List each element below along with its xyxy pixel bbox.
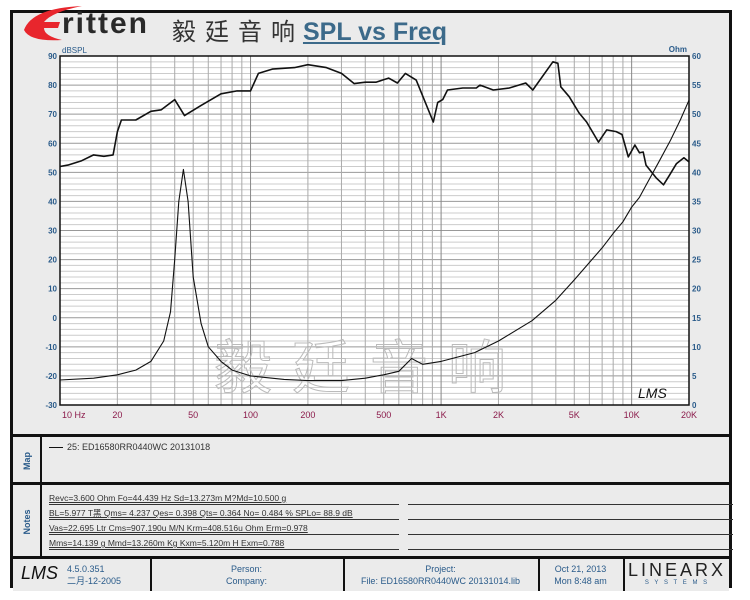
brand-logo: ritten 毅廷音响 xyxy=(22,6,295,51)
x-tick-label: 10K xyxy=(624,410,640,420)
chart-title: SPL vs Freq xyxy=(302,18,448,46)
y-tick-label: 80 xyxy=(48,81,57,90)
map-label: Map xyxy=(21,452,32,470)
y-tick-label: 60 xyxy=(48,139,57,148)
spl-curve xyxy=(59,61,690,186)
y2-tick-label: 60 xyxy=(692,52,701,61)
report-time: Mon 8:48 am xyxy=(554,576,607,586)
y2-tick-label: 50 xyxy=(692,110,701,119)
lms-annotation: LMS xyxy=(638,385,667,401)
logo-chinese: 毅廷音响 xyxy=(172,18,304,46)
note-blank xyxy=(408,493,733,505)
y-tick-label: 70 xyxy=(48,110,57,119)
y-tick-label: 0 xyxy=(53,314,58,323)
x-tick-label: 1K xyxy=(436,410,447,420)
company-label: Company: xyxy=(225,576,268,586)
x-tick-label: 2K xyxy=(493,410,504,420)
logo-swoosh-icon xyxy=(24,6,82,41)
version: 4.5.0.351 xyxy=(67,564,105,574)
spl-chart: 毅廷音响 10 Hz 20 50 100 200 500 1K 2K 5K 10K 20K90807… xyxy=(45,45,701,420)
map-panel: Map 25: ED16580RR0440WC 20131018 xyxy=(13,434,729,485)
report-date: Oct 21, 2013 xyxy=(554,564,607,574)
y-axis-label: dBSPL xyxy=(62,46,87,55)
y2-tick-label: 20 xyxy=(692,285,701,294)
note-line: Vas=22.695 Ltr Cms=907.190u M/N Krm=408.… xyxy=(49,523,399,535)
y-tick-label: 10 xyxy=(48,285,57,294)
note-line: Mms=14.139 g Mmd=13.260m Kg Kxm=5.120m H… xyxy=(49,538,399,550)
notes-label: Notes xyxy=(21,509,32,535)
x-tick-label: 5K xyxy=(569,410,580,420)
impedance-curve xyxy=(59,99,690,382)
y2-tick-label: 25 xyxy=(692,256,701,265)
note-blank xyxy=(408,508,733,520)
y2-tick-label: 45 xyxy=(692,139,701,148)
linearx-logo: LINEARX S Y S T E M S xyxy=(627,560,727,586)
y-tick-label: -30 xyxy=(45,401,57,410)
note-line: Revc=3.600 Ohm Fo=44.439 Hz Sd=13.273m M… xyxy=(49,493,399,505)
y2-tick-label: 5 xyxy=(692,372,697,381)
note-line: BL=5.977 T黑 Qms= 4.237 Qes= 0.398 Qts= 0… xyxy=(49,508,399,520)
y-tick-label: -10 xyxy=(45,343,57,352)
y2-tick-label: 10 xyxy=(692,343,701,352)
person-label: Person: xyxy=(230,564,263,574)
logo-text: ritten xyxy=(62,7,149,40)
x-tick-label: 500 xyxy=(376,410,391,420)
y-tick-label: -20 xyxy=(45,372,57,381)
note-blank xyxy=(408,523,733,535)
y-tick-label: 90 xyxy=(48,52,57,61)
y2-axis-label: Ohm xyxy=(669,45,687,54)
plot-border xyxy=(59,55,690,406)
y-tick-label: 50 xyxy=(48,168,57,177)
x-tick-label: 50 xyxy=(188,410,198,420)
y2-tick-label: 55 xyxy=(692,81,701,90)
y-tick-label: 20 xyxy=(48,256,57,265)
y2-tick-label: 35 xyxy=(692,197,701,206)
y2-tick-label: 15 xyxy=(692,314,701,323)
project-file: File: ED16580RR0440WC 20131014.lib xyxy=(360,576,521,586)
x-tick-label: 200 xyxy=(300,410,315,420)
legend-entry: 25: ED16580RR0440WC 20131018 xyxy=(49,442,210,452)
x-tick-label: 20 xyxy=(112,410,122,420)
notes-panel: Notes Revc=3.600 Ohm Fo=44.439 Hz Sd=13.… xyxy=(13,482,733,559)
y2-tick-label: 30 xyxy=(692,227,701,236)
x-tick-label: 10 Hz xyxy=(62,410,86,420)
note-blank xyxy=(408,538,733,550)
footer: LMS 4.5.0.351 二月-12-2005 Person: Company… xyxy=(13,556,729,591)
y2-tick-label: 0 xyxy=(692,401,697,410)
x-tick-label: 20K xyxy=(681,410,697,420)
x-tick-label: 100 xyxy=(243,410,258,420)
project-label: Project: xyxy=(425,564,456,574)
y2-tick-label: 40 xyxy=(692,168,701,177)
watermark: 毅廷音响 xyxy=(214,334,526,402)
y-tick-label: 40 xyxy=(48,197,57,206)
build-date: 二月-12-2005 xyxy=(67,576,122,586)
y-tick-label: 30 xyxy=(48,227,57,236)
lms-logo: LMS xyxy=(21,563,59,583)
